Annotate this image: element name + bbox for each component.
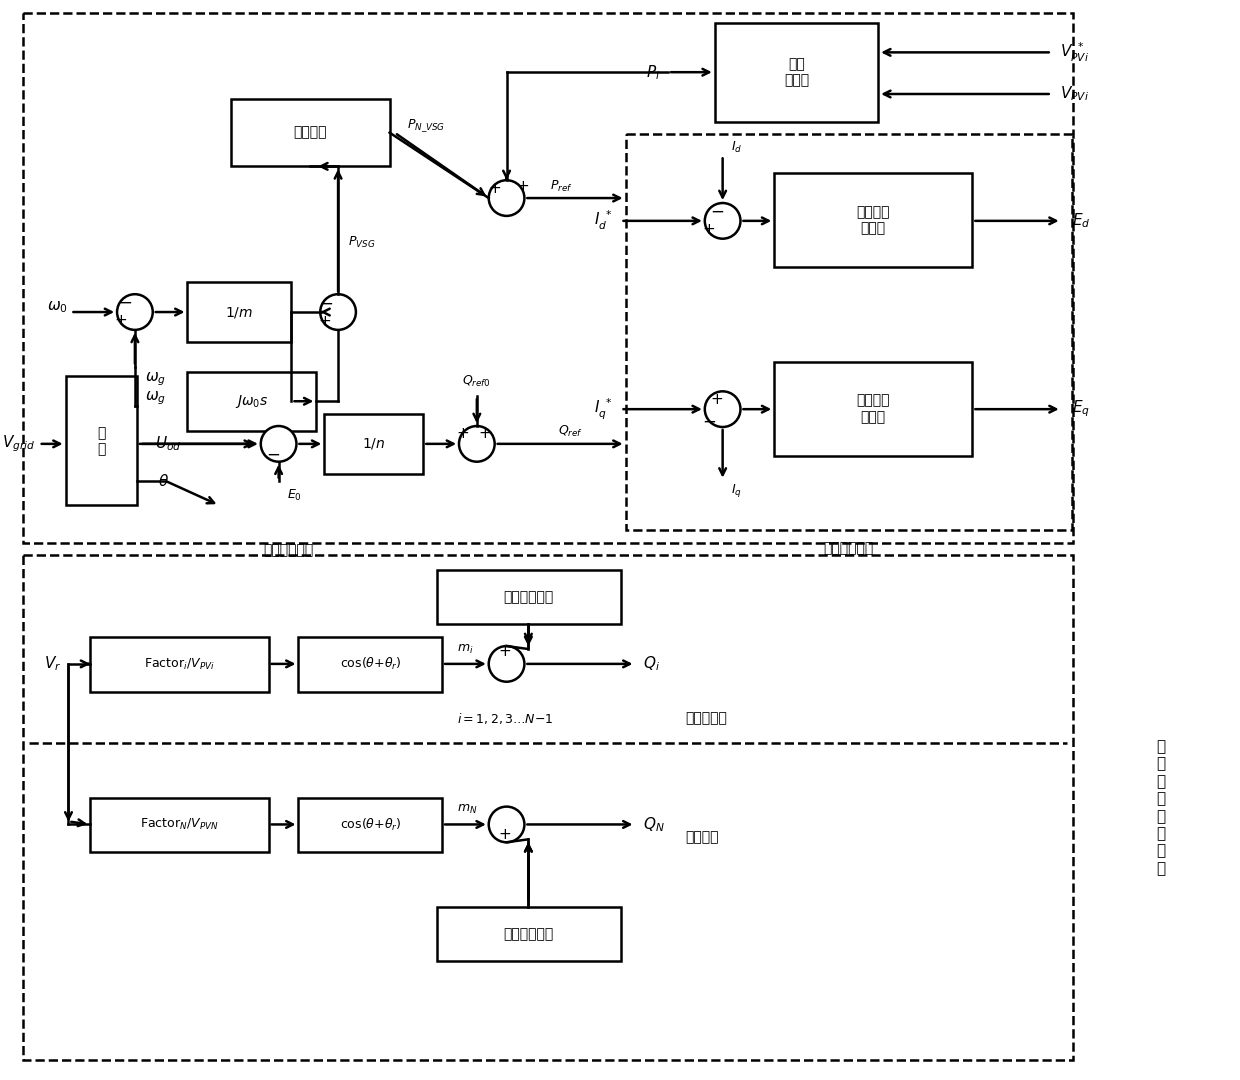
Text: $Q_N$: $Q_N$ [644, 815, 665, 834]
Bar [438, 570, 620, 624]
Text: $+$: $+$ [479, 427, 491, 442]
Text: $I_q$: $I_q$ [730, 482, 742, 499]
Circle shape [489, 646, 525, 681]
Bar [91, 637, 269, 691]
Text: $V_r$: $V_r$ [43, 654, 61, 673]
Text: $+$: $+$ [489, 180, 501, 195]
Text: $+$: $+$ [498, 645, 511, 660]
Text: $E_d$: $E_d$ [1071, 212, 1090, 230]
Text: $\mathrm{Factor}_N/V_{PVN}$: $\mathrm{Factor}_N/V_{PVN}$ [140, 818, 219, 833]
Bar [438, 907, 620, 961]
Circle shape [320, 294, 356, 329]
Text: $\theta$: $\theta$ [157, 473, 169, 488]
Text: $1/n$: $1/n$ [362, 436, 386, 451]
Text: $J\omega_0s$: $J\omega_0s$ [236, 393, 269, 409]
Text: $P_{VSG}$: $P_{VSG}$ [348, 235, 376, 251]
Text: $-$: $-$ [118, 292, 133, 310]
Bar [187, 372, 316, 431]
Text: $\mathrm{Factor}_i/V_{PVi}$: $\mathrm{Factor}_i/V_{PVi}$ [144, 657, 215, 672]
Text: 反向三次谐波: 反向三次谐波 [503, 927, 554, 941]
Text: 正向三次谐波: 正向三次谐波 [503, 590, 554, 604]
Bar [324, 414, 423, 474]
Circle shape [489, 180, 525, 216]
Text: $V_{grid}$: $V_{grid}$ [2, 433, 36, 455]
Text: $+$: $+$ [702, 222, 715, 238]
Text: $i=1,2,3{\ldots}N{-}1$: $i=1,2,3{\ldots}N{-}1$ [458, 711, 553, 726]
Circle shape [704, 203, 740, 239]
Text: 无功电流
调节器: 无功电流 调节器 [857, 393, 890, 423]
Text: $1/m$: $1/m$ [226, 305, 253, 320]
Text: $-$: $-$ [709, 202, 724, 220]
Bar [231, 99, 389, 166]
Text: 网侧电流控制: 网侧电流控制 [823, 541, 874, 555]
Circle shape [704, 391, 740, 427]
Bar [714, 23, 878, 122]
Text: $m_N$: $m_N$ [458, 804, 477, 816]
Bar [22, 13, 1074, 543]
Circle shape [117, 294, 153, 329]
Text: $+$: $+$ [498, 827, 511, 842]
Bar [91, 798, 269, 852]
Text: $E_q$: $E_q$ [1071, 399, 1090, 419]
Text: 虚拟同步控制: 虚拟同步控制 [263, 543, 314, 557]
Text: 电压
调节器: 电压 调节器 [784, 57, 808, 87]
Bar [66, 377, 136, 505]
Text: $\omega_g$: $\omega_g$ [145, 390, 166, 407]
Text: $P_{ref}$: $P_{ref}$ [549, 178, 573, 193]
Bar [299, 637, 443, 691]
Text: $U_{od}$: $U_{od}$ [155, 434, 181, 454]
Text: $P_i$: $P_i$ [646, 63, 660, 82]
Text: 锁
相: 锁 相 [97, 426, 105, 456]
Circle shape [260, 426, 296, 462]
Bar [774, 362, 972, 456]
Text: $\omega_0$: $\omega_0$ [47, 299, 68, 315]
Text: $I_d$: $I_d$ [730, 140, 742, 156]
Bar [774, 173, 972, 268]
Text: $V_{PVi}$: $V_{PVi}$ [1060, 84, 1089, 104]
Circle shape [489, 807, 525, 842]
Text: $+$: $+$ [456, 427, 470, 442]
Text: $-$: $-$ [319, 293, 334, 311]
Text: $\cos(\theta{+}\theta_r)$: $\cos(\theta{+}\theta_r)$ [340, 816, 401, 833]
Text: $E_0$: $E_0$ [286, 488, 301, 503]
Text: $+$: $+$ [317, 314, 331, 329]
Bar [625, 134, 1071, 530]
Text: 非备用单元: 非备用单元 [684, 712, 727, 726]
Text: 三
次
谐
波
注
入
控
制: 三 次 谐 波 注 入 控 制 [1156, 739, 1166, 876]
Bar [22, 555, 1074, 1061]
Text: 备用单元: 备用单元 [684, 831, 718, 845]
Text: $V_{PVi}^{\ *}$: $V_{PVi}^{\ *}$ [1060, 41, 1089, 64]
Text: $P_{N\_VSG}$: $P_{N\_VSG}$ [408, 118, 446, 134]
Circle shape [459, 426, 495, 462]
Text: $-$: $-$ [265, 445, 280, 462]
Text: $-$: $-$ [702, 413, 715, 430]
Text: 有功电流
调节器: 有功电流 调节器 [857, 205, 890, 235]
Text: $Q_{ref0}$: $Q_{ref0}$ [463, 374, 491, 389]
Text: $+$: $+$ [517, 178, 529, 193]
Text: $m_i$: $m_i$ [458, 643, 474, 656]
Bar [299, 798, 443, 852]
Text: $Q_{ref}$: $Q_{ref}$ [558, 423, 584, 438]
Text: $I_d^{\ *}$: $I_d^{\ *}$ [594, 210, 613, 232]
Text: $\omega_g$: $\omega_g$ [145, 370, 166, 388]
Text: $+$: $+$ [114, 313, 128, 328]
Bar [187, 282, 291, 341]
Text: $Q_i$: $Q_i$ [644, 654, 660, 673]
Text: 有功备用: 有功备用 [294, 125, 327, 139]
Text: $I_q^{\ *}$: $I_q^{\ *}$ [594, 396, 613, 421]
Text: $\cos(\theta{+}\theta_r)$: $\cos(\theta{+}\theta_r)$ [340, 657, 401, 673]
Text: $+$: $+$ [711, 392, 723, 407]
